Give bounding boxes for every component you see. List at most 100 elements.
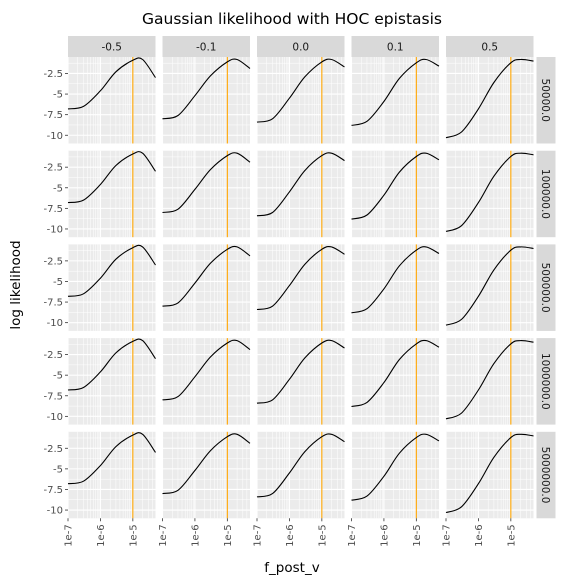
y-tick-label: -5 bbox=[53, 183, 63, 194]
panel-background bbox=[446, 244, 534, 331]
facet-panel bbox=[256, 150, 345, 238]
facet-col-strip bbox=[162, 36, 250, 57]
likelihood-curve bbox=[67, 57, 156, 110]
panel-background bbox=[446, 150, 534, 238]
facet-row-strip bbox=[536, 338, 556, 425]
facet-panel bbox=[445, 57, 534, 144]
panel-background bbox=[446, 431, 534, 519]
x-tick-label: 1e-7 bbox=[253, 524, 264, 547]
facet-col-label: 0.1 bbox=[387, 42, 404, 54]
facet-panel bbox=[67, 338, 156, 425]
x-tick-label: 1e-6 bbox=[96, 524, 107, 547]
facet-panel bbox=[350, 57, 440, 144]
x-tick-label: 1e-7 bbox=[347, 524, 358, 547]
x-tick-label: 1e-5 bbox=[223, 524, 234, 547]
x-tick-label: 1e-5 bbox=[506, 524, 517, 547]
x-tick-label: 1e-7 bbox=[64, 524, 75, 547]
x-tick-label: 1e-5 bbox=[128, 524, 139, 547]
likelihood-curve bbox=[445, 58, 534, 139]
likelihood-curve bbox=[256, 245, 345, 311]
x-tick-label: 1e-6 bbox=[474, 524, 485, 547]
likelihood-curve bbox=[67, 338, 156, 391]
facet-panel bbox=[256, 244, 345, 331]
y-tick-label: -7.5 bbox=[43, 391, 63, 402]
y-tick-label: -2.5 bbox=[43, 256, 63, 267]
likelihood-curve bbox=[256, 339, 345, 404]
facet-row-strip bbox=[536, 150, 556, 238]
x-tick-label: 1e-5 bbox=[317, 524, 328, 547]
facet-panel bbox=[161, 57, 251, 144]
panel-background bbox=[68, 338, 156, 425]
likelihood-curve bbox=[351, 433, 440, 501]
facet-panel bbox=[161, 431, 251, 519]
likelihood-curve bbox=[445, 340, 534, 420]
panel-background bbox=[351, 431, 439, 519]
likelihood-curve bbox=[351, 339, 440, 408]
facet-row-label: 100000.0 bbox=[539, 169, 551, 219]
y-tick-label: -2.5 bbox=[43, 163, 63, 174]
panel-background bbox=[257, 431, 345, 519]
facet-panel bbox=[445, 150, 534, 238]
y-tick-label: -2.5 bbox=[43, 69, 63, 80]
facet-col-label: 0.5 bbox=[481, 42, 498, 54]
y-axis-label: log likelihood bbox=[8, 240, 24, 329]
facet-panel bbox=[67, 150, 156, 238]
y-tick-label: -7.5 bbox=[43, 110, 63, 121]
likelihood-curve bbox=[162, 152, 251, 214]
x-tick-label: 1e-6 bbox=[285, 524, 296, 547]
facet-row-label: 1000000.0 bbox=[539, 353, 551, 410]
likelihood-curve bbox=[351, 152, 440, 220]
facet-grid: -0.5 -0.1 0.0 0.1 0.5 50000.0 100000.0 500000.0… bbox=[43, 36, 556, 547]
likelihood-curve bbox=[67, 151, 156, 204]
y-tick-label: -5 bbox=[53, 90, 63, 101]
facet-panel bbox=[350, 338, 440, 425]
facet-col-strip bbox=[351, 36, 439, 57]
y-tick-label: -5 bbox=[53, 277, 63, 288]
y-tick-label: -10 bbox=[47, 318, 63, 329]
facet-panel bbox=[161, 150, 251, 238]
facet-panel bbox=[256, 431, 345, 519]
y-tick-label: -7.5 bbox=[43, 298, 63, 309]
facet-row-strip bbox=[536, 57, 556, 144]
likelihood-curve bbox=[445, 152, 534, 232]
facet-panel bbox=[161, 338, 251, 425]
panel-background bbox=[162, 150, 250, 238]
y-tick-label: -5 bbox=[53, 464, 63, 475]
likelihood-curve bbox=[162, 245, 251, 307]
facet-panel bbox=[350, 150, 440, 238]
panel-background bbox=[351, 338, 439, 425]
y-tick-label: -7.5 bbox=[43, 485, 63, 496]
y-tick-label: -2.5 bbox=[43, 350, 63, 361]
x-tick-label: 1e-6 bbox=[190, 524, 201, 547]
panel-background bbox=[162, 57, 250, 144]
facet-col-strip bbox=[257, 36, 345, 57]
panel-background bbox=[68, 244, 156, 331]
facet-panel bbox=[67, 431, 156, 519]
facet-panel bbox=[161, 244, 251, 331]
y-tick-label: -5 bbox=[53, 371, 63, 382]
panel-background bbox=[446, 57, 534, 144]
facet-panel bbox=[350, 244, 440, 331]
likelihood-curve bbox=[445, 246, 534, 326]
facet-col-label: 0.0 bbox=[292, 42, 309, 54]
facet-col-strip bbox=[446, 36, 534, 57]
likelihood-curve bbox=[67, 432, 156, 485]
facet-row-label: 500000.0 bbox=[539, 263, 551, 313]
x-axis-label: f_post_v bbox=[264, 560, 319, 576]
facet-col-label: -0.5 bbox=[102, 42, 123, 54]
likelihood-curve bbox=[445, 433, 534, 514]
facet-panel bbox=[256, 57, 345, 144]
likelihood-curve bbox=[67, 244, 156, 297]
facet-panel bbox=[350, 431, 440, 519]
facet-row-label: 5000000.0 bbox=[539, 447, 551, 504]
panel-background bbox=[351, 150, 439, 238]
likelihood-curve bbox=[162, 433, 251, 495]
likelihood-curve bbox=[162, 58, 251, 120]
facet-panel bbox=[256, 338, 345, 425]
facet-panel bbox=[445, 338, 534, 425]
panel-background bbox=[351, 57, 439, 144]
y-tick-label: -10 bbox=[47, 224, 63, 235]
facet-panel bbox=[445, 431, 534, 519]
panel-background bbox=[162, 338, 250, 425]
